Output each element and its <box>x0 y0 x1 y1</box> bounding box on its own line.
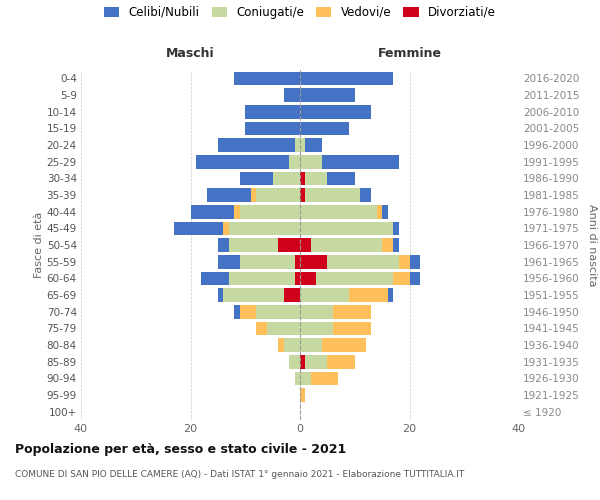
Bar <box>229 222 300 235</box>
Bar <box>328 255 398 268</box>
Bar <box>196 155 289 168</box>
Bar <box>223 222 229 235</box>
Bar <box>240 205 300 218</box>
Bar <box>328 355 355 368</box>
Bar <box>300 172 305 185</box>
Bar <box>311 372 338 385</box>
Y-axis label: Fasce di età: Fasce di età <box>34 212 44 278</box>
Bar <box>398 255 410 268</box>
Bar <box>295 138 300 152</box>
Bar <box>393 238 398 252</box>
Bar <box>289 355 300 368</box>
Bar <box>218 138 295 152</box>
Bar <box>300 255 328 268</box>
Bar <box>218 238 229 252</box>
Bar <box>300 222 393 235</box>
Text: COMUNE DI SAN PIO DELLE CAMERE (AQ) - Dati ISTAT 1° gennaio 2021 - Elaborazione : COMUNE DI SAN PIO DELLE CAMERE (AQ) - Da… <box>15 470 464 479</box>
Bar <box>300 338 322 352</box>
Bar <box>235 305 240 318</box>
Bar <box>322 338 366 352</box>
Bar <box>284 88 300 102</box>
Bar <box>289 155 300 168</box>
Legend: Celibi/Nubili, Coniugati/e, Vedovi/e, Divorziati/e: Celibi/Nubili, Coniugati/e, Vedovi/e, Di… <box>104 6 496 19</box>
Bar <box>278 338 284 352</box>
Bar <box>305 138 322 152</box>
Bar <box>235 205 240 218</box>
Text: Femmine: Femmine <box>377 47 442 60</box>
Bar <box>295 255 300 268</box>
Bar <box>245 105 300 118</box>
Bar <box>300 288 349 302</box>
Bar <box>333 322 371 335</box>
Bar <box>202 272 229 285</box>
Bar <box>235 72 300 85</box>
Bar <box>300 155 322 168</box>
Bar <box>393 272 410 285</box>
Bar <box>333 305 371 318</box>
Bar <box>245 122 300 135</box>
Bar <box>229 272 295 285</box>
Bar <box>191 205 235 218</box>
Bar <box>322 155 398 168</box>
Bar <box>300 122 349 135</box>
Bar <box>256 188 300 202</box>
Bar <box>295 272 300 285</box>
Bar <box>218 255 240 268</box>
Bar <box>382 205 388 218</box>
Y-axis label: Anni di nascita: Anni di nascita <box>587 204 597 286</box>
Bar <box>240 172 272 185</box>
Bar <box>410 272 421 285</box>
Bar <box>300 388 305 402</box>
Text: Popolazione per età, sesso e stato civile - 2021: Popolazione per età, sesso e stato civil… <box>15 442 346 456</box>
Bar <box>300 138 305 152</box>
Bar <box>360 188 371 202</box>
Bar <box>410 255 421 268</box>
Bar <box>377 205 382 218</box>
Bar <box>300 322 333 335</box>
Bar <box>311 238 382 252</box>
Bar <box>300 305 333 318</box>
Bar <box>240 305 256 318</box>
Bar <box>251 188 256 202</box>
Bar <box>300 205 377 218</box>
Bar <box>267 322 300 335</box>
Bar <box>349 288 388 302</box>
Bar <box>256 322 267 335</box>
Bar <box>295 372 300 385</box>
Text: Maschi: Maschi <box>166 47 215 60</box>
Bar <box>256 305 300 318</box>
Bar <box>284 288 300 302</box>
Bar <box>278 238 300 252</box>
Bar <box>316 272 393 285</box>
Bar <box>382 238 393 252</box>
Bar <box>284 338 300 352</box>
Bar <box>305 172 328 185</box>
Bar <box>218 288 223 302</box>
Bar <box>300 88 355 102</box>
Bar <box>300 355 305 368</box>
Bar <box>207 188 251 202</box>
Bar <box>229 238 278 252</box>
Bar <box>300 72 393 85</box>
Bar <box>305 355 328 368</box>
Bar <box>300 238 311 252</box>
Bar <box>240 255 295 268</box>
Bar <box>223 288 284 302</box>
Bar <box>328 172 355 185</box>
Bar <box>300 105 371 118</box>
Bar <box>305 188 360 202</box>
Bar <box>300 272 316 285</box>
Bar <box>300 372 311 385</box>
Bar <box>388 288 393 302</box>
Bar <box>393 222 398 235</box>
Bar <box>300 188 305 202</box>
Bar <box>174 222 223 235</box>
Bar <box>272 172 300 185</box>
